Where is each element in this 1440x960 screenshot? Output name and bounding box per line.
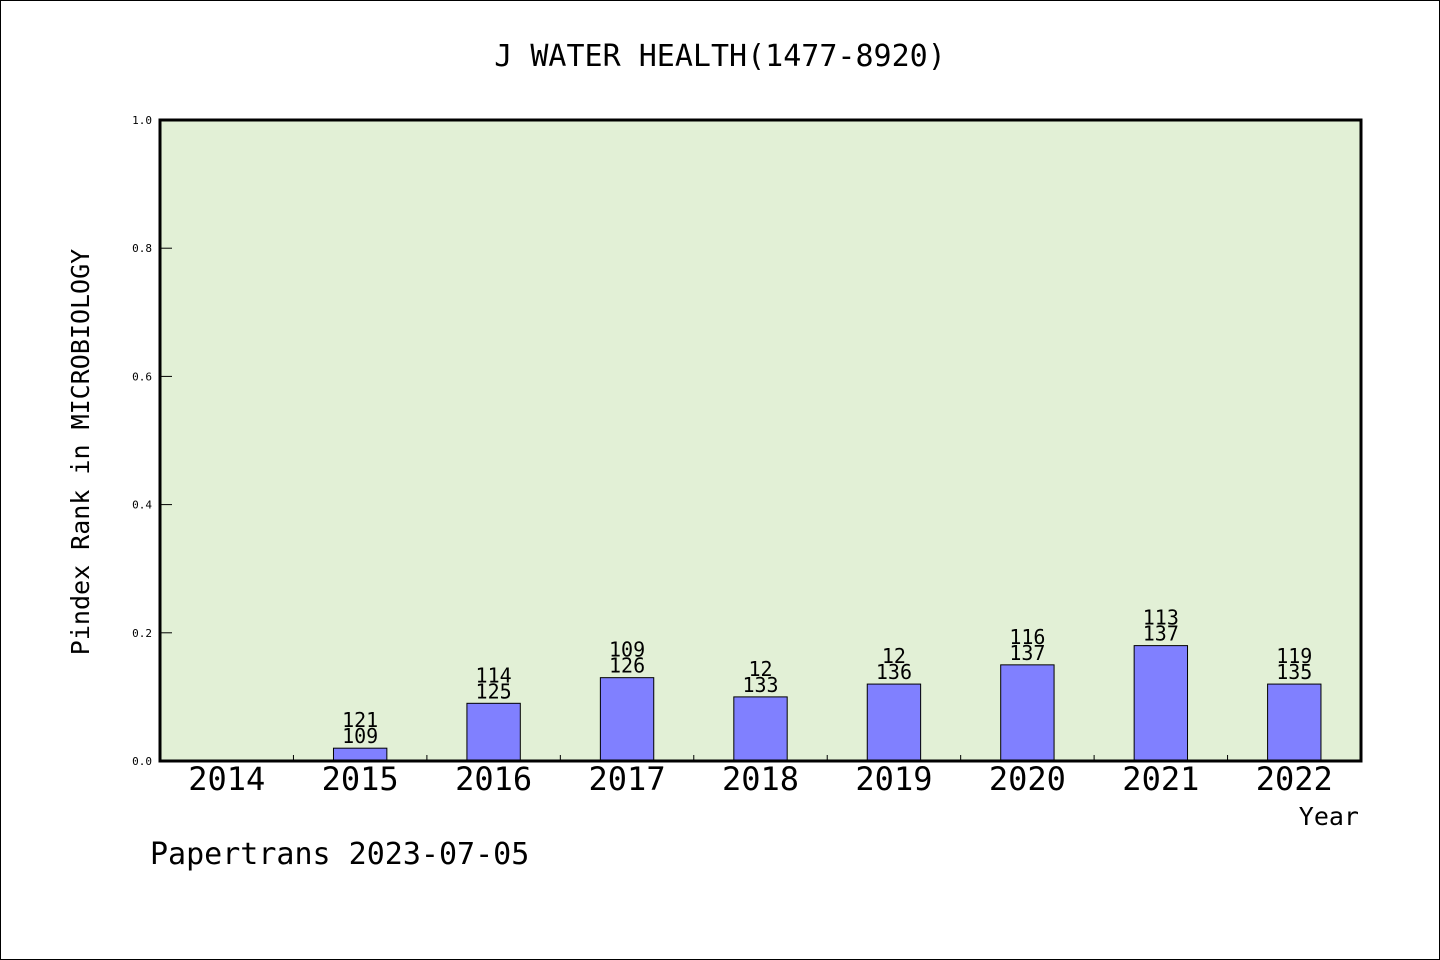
bar-2016 <box>466 702 521 762</box>
bar-label-bottom: 137 <box>1009 641 1045 665</box>
x-axis-label: Year <box>1299 802 1359 831</box>
chart-title: J WATER HEALTH(1477-8920) <box>494 39 946 74</box>
x-tick-label: 2018 <box>722 760 799 798</box>
credit-text: Papertrans 2023-07-05 <box>150 837 529 872</box>
bar-label-top: 121 <box>342 708 378 732</box>
bar-label-bottom: 125 <box>476 679 512 703</box>
x-tick-label: 2021 <box>1122 760 1199 798</box>
y-tick-label: 0.6 <box>132 370 152 383</box>
x-tick-label: 2014 <box>188 760 265 798</box>
bar-series <box>332 645 1322 762</box>
bar-2015 <box>332 747 388 762</box>
bar-label-top: 113 <box>1143 606 1179 630</box>
plot-border <box>158 118 1363 763</box>
bar-2017 <box>599 677 655 762</box>
bar-label-bottom: 137 <box>1143 622 1179 646</box>
x-tick-label: 2015 <box>322 760 399 798</box>
x-tick-label: 2020 <box>989 760 1066 798</box>
x-axis: 2014 2015 2016 2017 2018 2019 2020 2021 2022 <box>188 755 1333 798</box>
bar-label-top: 116 <box>1009 625 1045 649</box>
bar-2020 <box>1000 664 1055 762</box>
y-tick-label: 1.0 <box>132 114 152 127</box>
y-axis: 0.0 0.2 0.4 0.6 0.8 1.0 <box>132 114 172 768</box>
y-tick-label: 0.8 <box>132 242 152 255</box>
x-tick-label: 2016 <box>455 760 532 798</box>
bar-label-bottom: 133 <box>742 673 778 697</box>
bar-label-top: 109 <box>609 638 645 662</box>
bar-label-top: 12 <box>882 644 906 668</box>
bar-label-bottom: 136 <box>876 660 912 684</box>
bar-2021 <box>1133 645 1189 762</box>
bar-label-bottom: 135 <box>1276 660 1312 684</box>
bar-label-bottom: 126 <box>609 654 645 678</box>
bar-2019 <box>866 683 922 762</box>
y-tick-label: 0.4 <box>132 499 152 512</box>
bar-label-top: 114 <box>476 663 512 687</box>
bar-2022 <box>1267 683 1322 762</box>
y-tick-label: 0.0 <box>132 755 152 768</box>
bar-label-top: 12 <box>748 657 772 681</box>
bar-label-top: 119 <box>1276 644 1312 668</box>
y-axis-label: Pindex Rank in MICROBIOLOGY <box>66 249 95 655</box>
x-tick-label: 2017 <box>589 760 666 798</box>
x-tick-label: 2022 <box>1256 760 1333 798</box>
x-tick-label: 2019 <box>855 760 932 798</box>
bar-2018 <box>733 696 788 762</box>
bar-label-bottom: 109 <box>342 724 378 748</box>
y-tick-label: 0.2 <box>132 627 152 640</box>
